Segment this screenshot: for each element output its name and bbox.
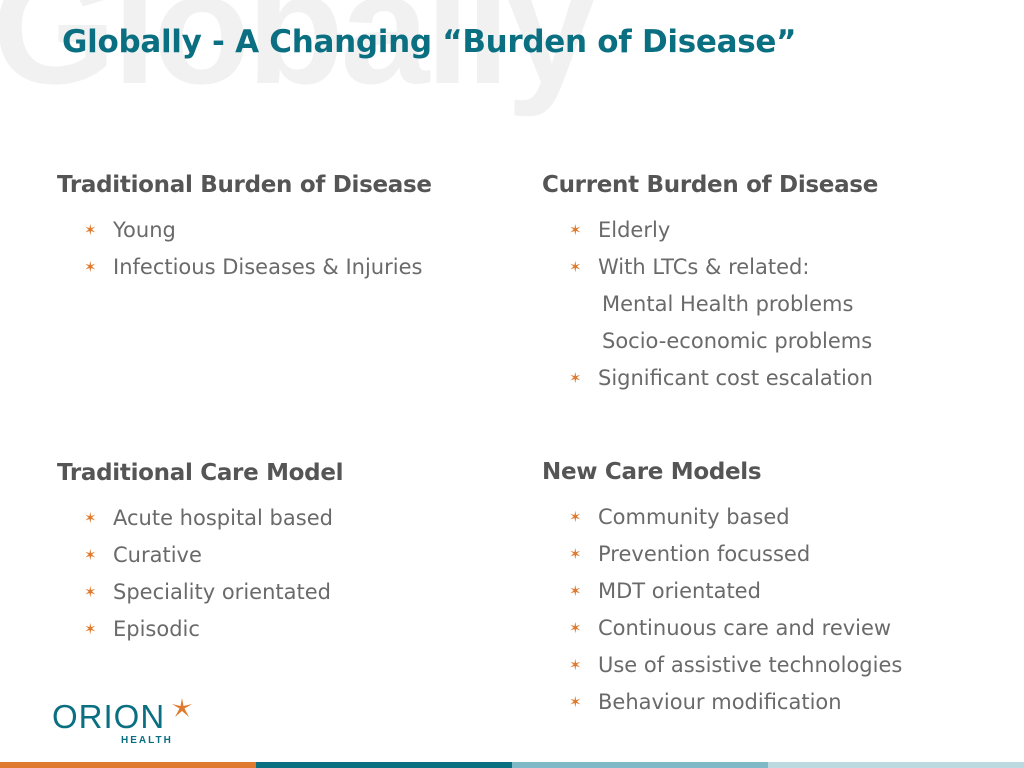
logo-subtext: HEALTH [121, 735, 173, 746]
star-bullet-icon: ✶ [569, 582, 582, 600]
footer-segment [768, 762, 1024, 768]
star-bullet-icon: ✶ [569, 545, 582, 563]
star-bullet-icon: ✶ [84, 583, 97, 601]
list-item: ✶ Acute hospital based [57, 500, 343, 537]
list-item: ✶ Behaviour modification [542, 684, 902, 721]
star-bullet-icon: ✶ [569, 221, 582, 239]
star-bullet-icon: ✶ [569, 656, 582, 674]
footer-segment [512, 762, 768, 768]
traditional-care-section: Traditional Care Model ✶ Acute hospital b… [57, 460, 344, 648]
star-bullet-icon: ✶ [84, 258, 97, 276]
traditional-burden-section: Traditional Burden of Disease ✶ Young ✶ In… [57, 172, 432, 286]
list-item: ✶ Speciality orientated [57, 574, 343, 611]
background-watermark: Globally [0, 0, 595, 117]
list-item: ✶ Episodic [57, 611, 343, 648]
list-item: ✶ With LTCs & related: [542, 249, 878, 286]
list-item: ✶ Significant cost escalation [542, 360, 878, 397]
footer-color-bar [0, 762, 1024, 768]
bullet-list: ✶ Community based ✶ Prevention focussed ✶ M… [542, 499, 902, 721]
list-item: ✶ Continuous care and review [542, 610, 902, 647]
sub-list-item: Mental Health problems [602, 292, 854, 316]
bullet-list: ✶ Young ✶ Infectious Diseases & Injuries [57, 212, 432, 286]
list-item: ✶ Prevention focussed [542, 536, 902, 573]
bullet-list: ✶ Elderly ✶ With LTCs & related: Mental He… [542, 212, 878, 397]
star-bullet-icon: ✶ [84, 221, 97, 239]
new-care-section: New Care Models ✶ Community based ✶ Preven… [542, 459, 902, 721]
bullet-list: ✶ Acute hospital based ✶ Curative ✶ Special… [57, 500, 343, 648]
list-item: ✶ Community based [542, 499, 902, 536]
list-item: ✶ Infectious Diseases & Injuries [57, 249, 432, 286]
star-bullet-icon: ✶ [569, 258, 582, 276]
logo-wordmark: ORION [52, 698, 166, 735]
list-item: ✶ Curative [57, 537, 343, 574]
star-bullet-icon: ✶ [84, 620, 97, 638]
footer-segment [256, 762, 512, 768]
section-heading: Traditional Burden of Disease [57, 172, 432, 198]
star-bullet-icon: ✶ [569, 693, 582, 711]
star-bullet-icon: ✶ [569, 369, 582, 387]
list-item: ✶ Young [57, 212, 432, 249]
star-bullet-icon: ✶ [569, 508, 582, 526]
footer-segment [0, 762, 256, 768]
current-burden-section: Current Burden of Disease ✶ Elderly ✶ With… [542, 172, 878, 397]
page-title: Globally - A Changing “Burden of Disease… [62, 24, 797, 60]
star-bullet-icon: ✶ [84, 546, 97, 564]
list-item: ✶ Use of assistive technologies [542, 647, 902, 684]
section-heading: Traditional Care Model [57, 460, 344, 486]
star-bullet-icon: ✶ [84, 509, 97, 527]
list-item: ✶ Elderly [542, 212, 878, 249]
star-bullet-icon: ✶ [569, 619, 582, 637]
section-heading: New Care Models [542, 459, 762, 485]
orion-health-logo: ORION HEALTH [52, 698, 212, 750]
orion-star-icon [172, 698, 192, 717]
sub-list-item: Socio-economic problems [602, 329, 873, 353]
section-heading: Current Burden of Disease [542, 172, 878, 198]
list-item: ✶ MDT orientated [542, 573, 902, 610]
